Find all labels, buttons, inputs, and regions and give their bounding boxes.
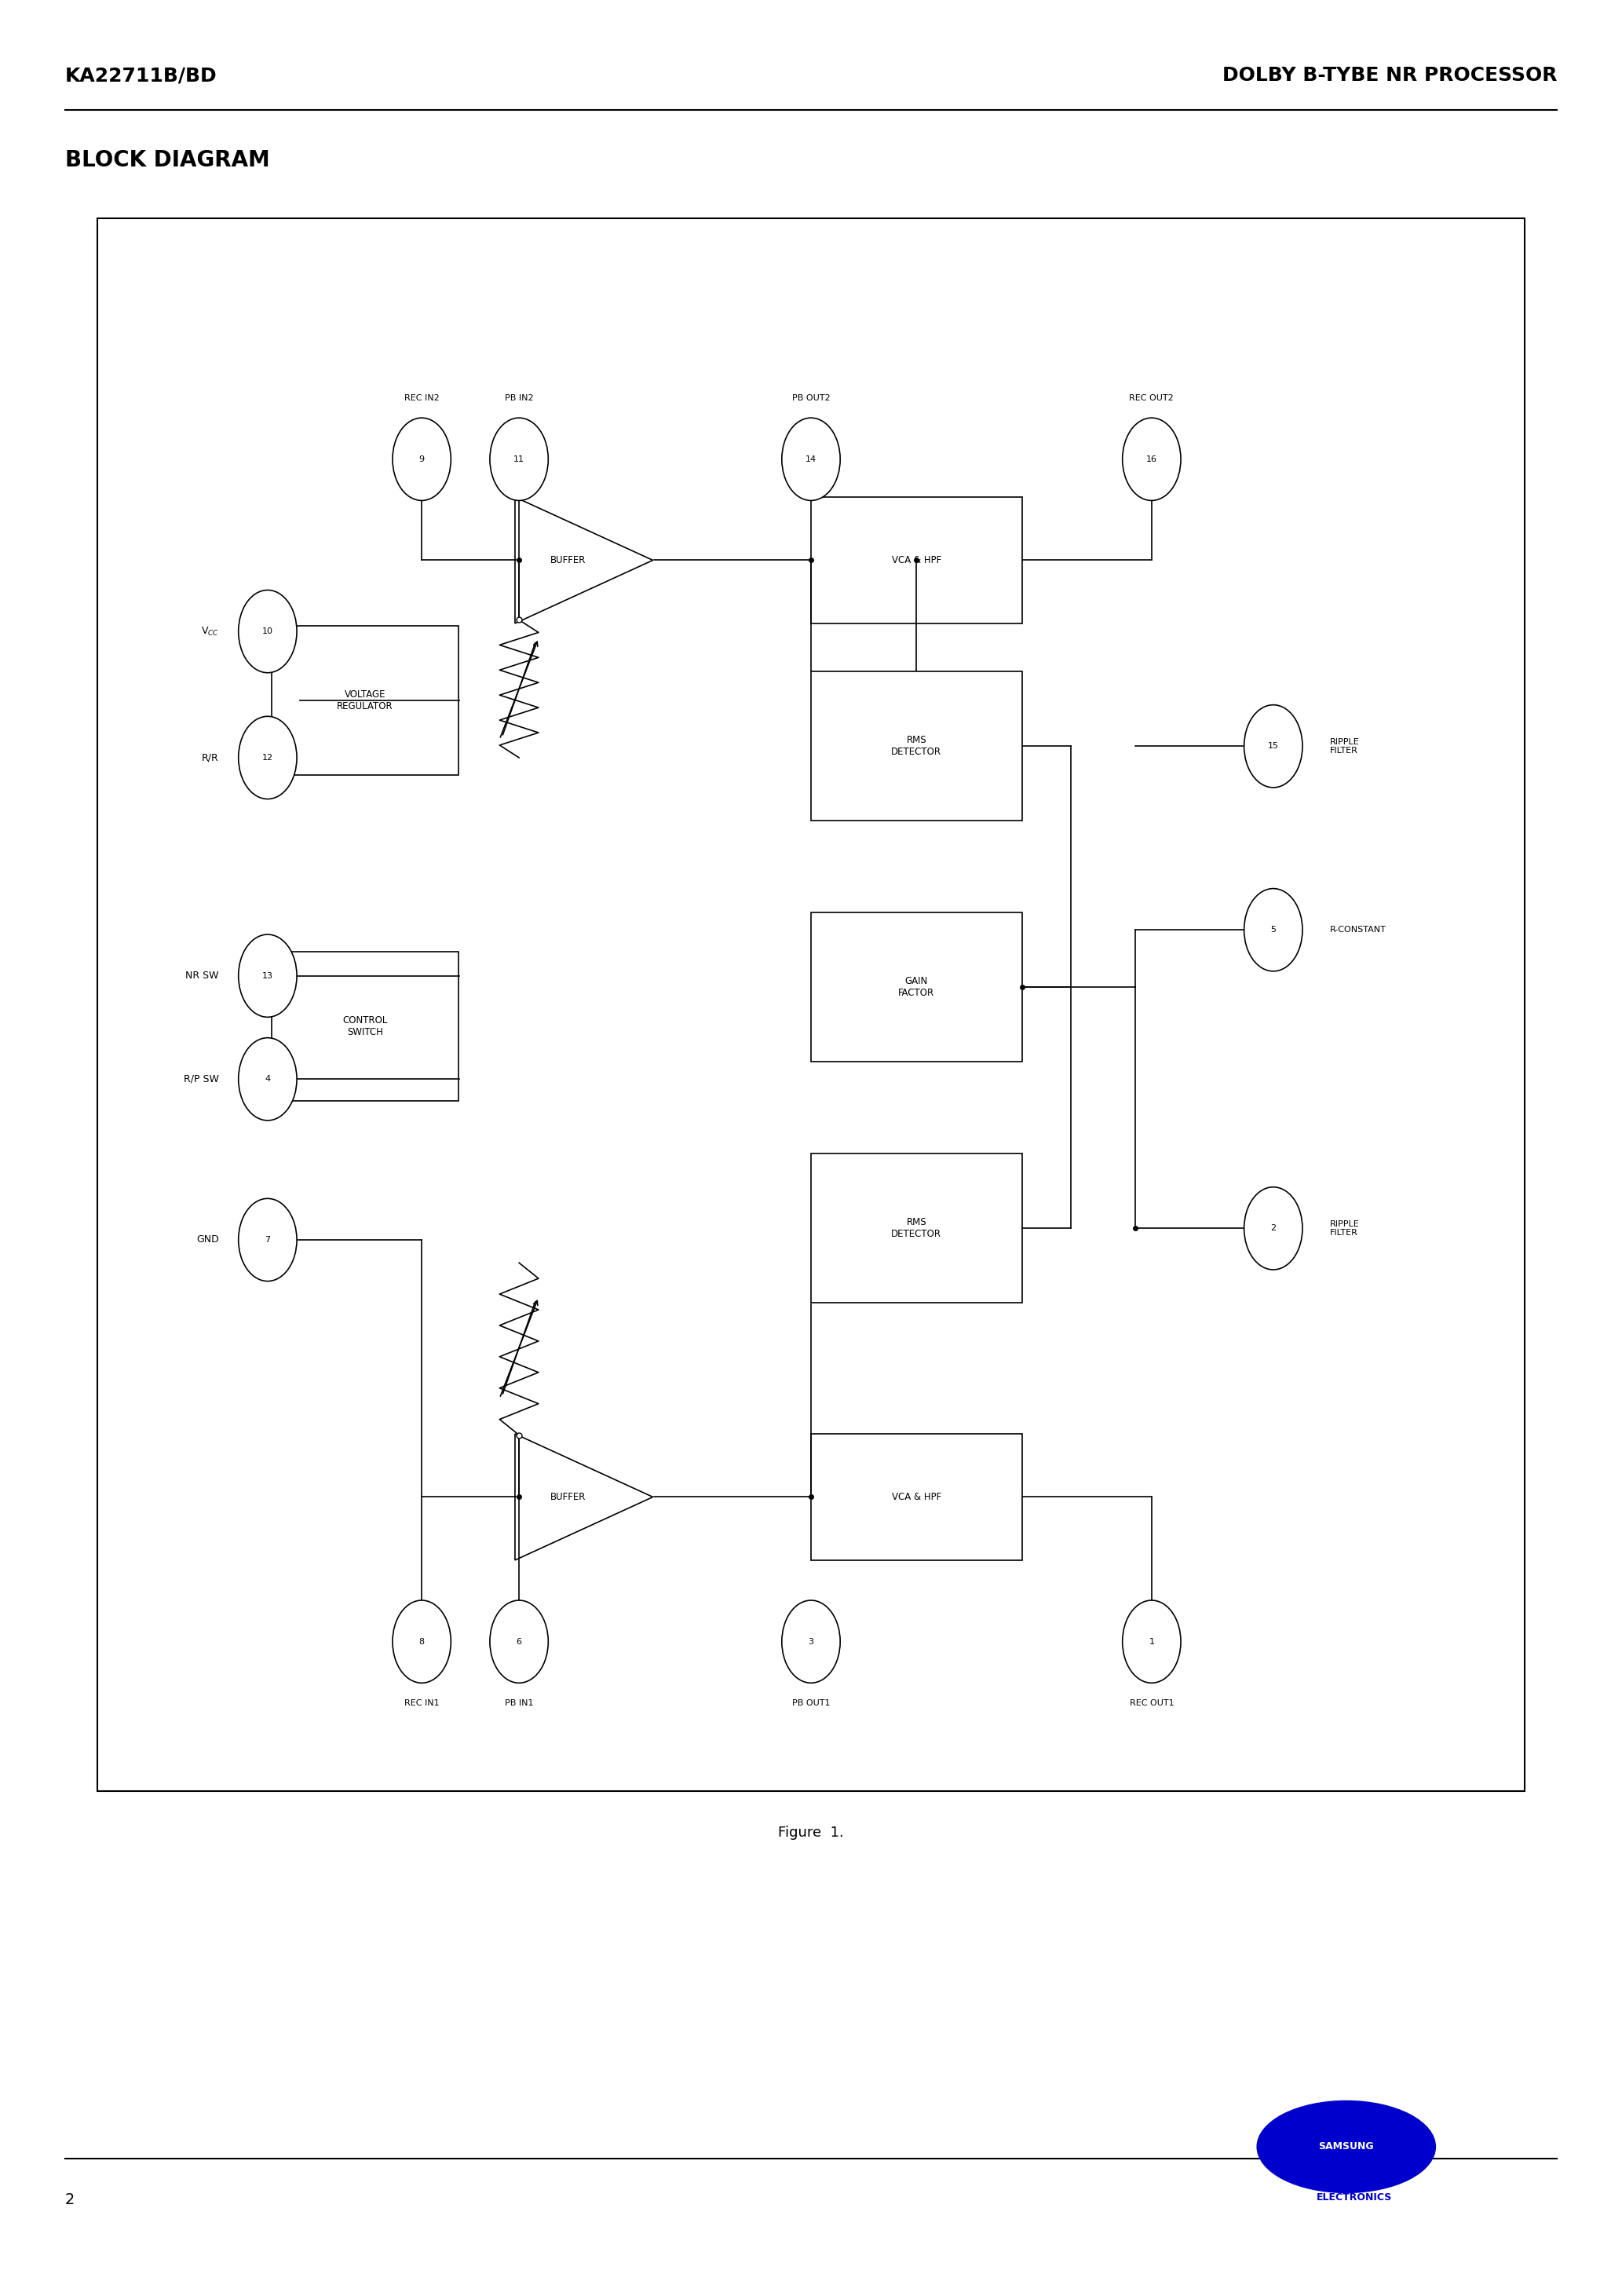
Circle shape [782, 418, 840, 501]
Text: R/P SW: R/P SW [183, 1075, 219, 1084]
Polygon shape [516, 1433, 652, 1561]
Text: 10: 10 [263, 627, 272, 636]
Circle shape [490, 418, 548, 501]
FancyBboxPatch shape [811, 912, 1022, 1061]
Text: 5: 5 [1270, 925, 1277, 934]
Text: BLOCK DIAGRAM: BLOCK DIAGRAM [65, 149, 269, 172]
Circle shape [238, 1199, 297, 1281]
Text: 9: 9 [418, 455, 425, 464]
Circle shape [490, 1600, 548, 1683]
Text: REC IN1: REC IN1 [404, 1699, 440, 1706]
Circle shape [1122, 1600, 1181, 1683]
FancyBboxPatch shape [811, 1433, 1022, 1561]
Text: 3: 3 [808, 1637, 814, 1646]
Circle shape [782, 1600, 840, 1683]
Text: RIPPLE
FILTER: RIPPLE FILTER [1330, 737, 1359, 755]
Text: Figure  1.: Figure 1. [779, 1825, 843, 1839]
Text: VOLTAGE
REGULATOR: VOLTAGE REGULATOR [337, 689, 393, 712]
Text: 7: 7 [264, 1235, 271, 1244]
Text: R-CONSTANT: R-CONSTANT [1330, 925, 1387, 934]
Text: V$_{CC}$: V$_{CC}$ [201, 625, 219, 638]
Text: 1: 1 [1148, 1637, 1155, 1646]
Text: RMS
DETECTOR: RMS DETECTOR [892, 735, 941, 758]
Circle shape [1244, 1187, 1302, 1270]
Text: BUFFER: BUFFER [550, 1492, 586, 1502]
FancyBboxPatch shape [272, 625, 459, 776]
FancyBboxPatch shape [97, 218, 1525, 1791]
Text: REC OUT2: REC OUT2 [1129, 395, 1174, 402]
Text: 11: 11 [514, 455, 524, 464]
Text: NR SW: NR SW [185, 971, 219, 980]
Circle shape [1122, 418, 1181, 501]
Text: 8: 8 [418, 1637, 425, 1646]
Text: 12: 12 [263, 753, 272, 762]
Text: PB IN1: PB IN1 [504, 1699, 534, 1706]
Text: R/R: R/R [201, 753, 219, 762]
Text: 2: 2 [1270, 1224, 1277, 1233]
Text: CONTROL
SWITCH: CONTROL SWITCH [342, 1015, 388, 1038]
Circle shape [238, 590, 297, 673]
Ellipse shape [1257, 2101, 1435, 2193]
Circle shape [1244, 705, 1302, 788]
Circle shape [1244, 889, 1302, 971]
Circle shape [238, 1038, 297, 1120]
FancyBboxPatch shape [811, 670, 1022, 820]
FancyBboxPatch shape [811, 496, 1022, 622]
Text: ELECTRONICS: ELECTRONICS [1317, 2193, 1392, 2202]
Text: KA22711B/BD: KA22711B/BD [65, 67, 217, 85]
Polygon shape [516, 498, 652, 622]
Text: PB OUT2: PB OUT2 [792, 395, 830, 402]
Text: REC OUT1: REC OUT1 [1129, 1699, 1174, 1706]
Text: RMS
DETECTOR: RMS DETECTOR [892, 1217, 941, 1240]
Text: 4: 4 [264, 1075, 271, 1084]
FancyBboxPatch shape [811, 1153, 1022, 1304]
Text: BUFFER: BUFFER [550, 556, 586, 565]
Circle shape [393, 418, 451, 501]
Text: GND: GND [196, 1235, 219, 1244]
Text: RIPPLE
FILTER: RIPPLE FILTER [1330, 1219, 1359, 1238]
Text: 16: 16 [1147, 455, 1156, 464]
Text: VCA & HPF: VCA & HPF [892, 1492, 941, 1502]
Text: PB OUT1: PB OUT1 [792, 1699, 830, 1706]
Text: DOLBY B-TYBE NR PROCESSOR: DOLBY B-TYBE NR PROCESSOR [1223, 67, 1557, 85]
Text: 13: 13 [263, 971, 272, 980]
Text: 14: 14 [806, 455, 816, 464]
Text: 6: 6 [516, 1637, 522, 1646]
Text: SAMSUNG: SAMSUNG [1319, 2142, 1374, 2151]
Text: 15: 15 [1268, 742, 1278, 751]
Text: REC IN2: REC IN2 [404, 395, 440, 402]
Text: 2: 2 [65, 2193, 75, 2206]
Text: VCA & HPF: VCA & HPF [892, 556, 941, 565]
Circle shape [393, 1600, 451, 1683]
Circle shape [238, 934, 297, 1017]
FancyBboxPatch shape [272, 951, 459, 1100]
Text: GAIN
FACTOR: GAIN FACTOR [899, 976, 934, 999]
Circle shape [238, 716, 297, 799]
Text: PB IN2: PB IN2 [504, 395, 534, 402]
